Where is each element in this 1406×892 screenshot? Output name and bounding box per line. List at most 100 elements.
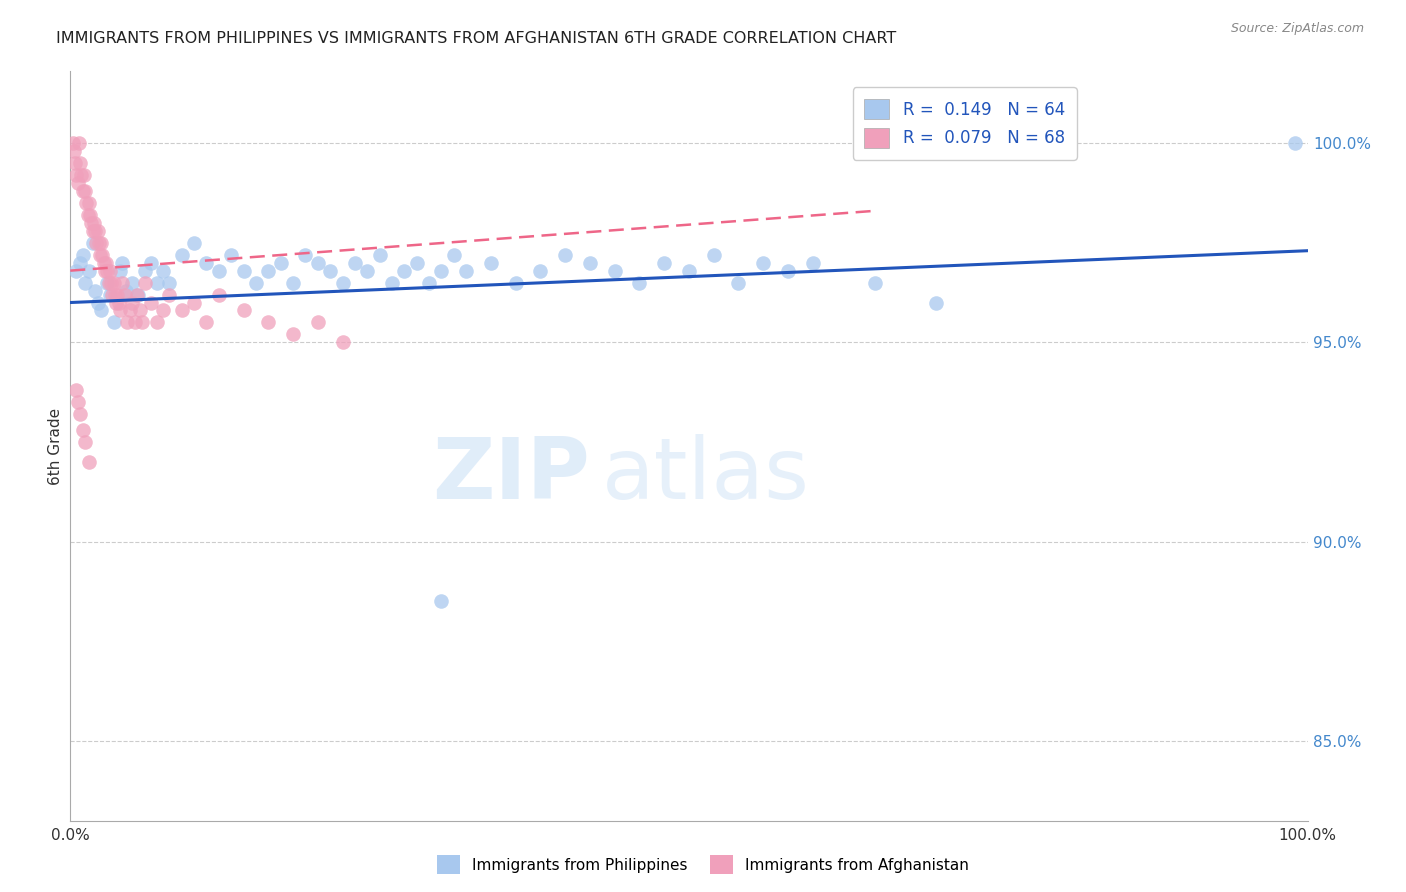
- Point: [170, 303, 193, 318]
- Point: [307, 315, 329, 329]
- Point: [356, 263, 378, 277]
- Point: [111, 255, 134, 269]
- Point: [121, 295, 143, 310]
- Point: [146, 315, 169, 329]
- Point: [727, 276, 749, 290]
- Point: [183, 235, 205, 250]
- Point: [554, 248, 576, 262]
- Point: [368, 248, 391, 262]
- Point: [98, 287, 121, 301]
- Point: [294, 248, 316, 262]
- Point: [65, 263, 87, 277]
- Point: [270, 255, 292, 269]
- Point: [579, 255, 602, 269]
- Text: IMMIGRANTS FROM PHILIPPINES VS IMMIGRANTS FROM AFGHANISTAN 6TH GRADE CORRELATION: IMMIGRANTS FROM PHILIPPINES VS IMMIGRANT…: [56, 31, 897, 46]
- Point: [96, 276, 118, 290]
- Point: [418, 276, 440, 290]
- Point: [443, 248, 465, 262]
- Point: [93, 255, 115, 269]
- Point: [208, 287, 231, 301]
- Point: [75, 195, 97, 210]
- Point: [152, 303, 174, 318]
- Point: [157, 287, 180, 301]
- Point: [863, 276, 886, 290]
- Point: [76, 208, 98, 222]
- Point: [86, 224, 108, 238]
- Point: [146, 276, 169, 290]
- Text: Source: ZipAtlas.com: Source: ZipAtlas.com: [1230, 22, 1364, 36]
- Point: [70, 168, 93, 182]
- Point: [65, 168, 87, 182]
- Point: [703, 248, 725, 262]
- Point: [430, 594, 453, 608]
- Text: atlas: atlas: [602, 434, 810, 517]
- Point: [83, 216, 105, 230]
- Point: [257, 315, 280, 329]
- Point: [131, 315, 153, 329]
- Point: [139, 295, 162, 310]
- Text: ZIP: ZIP: [432, 434, 591, 517]
- Point: [245, 276, 267, 290]
- Point: [69, 156, 91, 170]
- Point: [108, 263, 131, 277]
- Point: [86, 295, 108, 310]
- Point: [505, 276, 527, 290]
- Point: [127, 287, 149, 301]
- Point: [139, 255, 162, 269]
- Point: [72, 248, 94, 262]
- Point: [128, 303, 150, 318]
- Point: [89, 248, 111, 262]
- Point: [104, 287, 127, 301]
- Point: [134, 276, 156, 290]
- Point: [82, 235, 104, 250]
- Point: [152, 263, 174, 277]
- Point: [84, 235, 107, 250]
- Point: [925, 295, 948, 310]
- Point: [529, 263, 551, 277]
- Point: [332, 276, 354, 290]
- Point: [652, 255, 675, 269]
- Point: [84, 224, 107, 238]
- Point: [752, 255, 775, 269]
- Point: [103, 315, 125, 329]
- Point: [87, 235, 110, 250]
- Point: [801, 255, 824, 269]
- Point: [69, 407, 91, 421]
- Point: [678, 263, 700, 277]
- Point: [105, 295, 128, 310]
- Point: [208, 263, 231, 277]
- Point: [101, 287, 124, 301]
- Point: [65, 383, 87, 397]
- Point: [96, 263, 118, 277]
- Point: [108, 303, 131, 318]
- Point: [1284, 136, 1306, 150]
- Point: [66, 395, 89, 409]
- Point: [118, 303, 141, 318]
- Point: [80, 216, 103, 230]
- Point: [96, 255, 118, 269]
- Point: [628, 276, 651, 290]
- Point: [107, 295, 129, 310]
- Point: [82, 224, 104, 238]
- Point: [98, 263, 121, 277]
- Point: [219, 248, 242, 262]
- Point: [100, 276, 122, 290]
- Point: [232, 263, 254, 277]
- Point: [103, 276, 125, 290]
- Point: [69, 255, 91, 269]
- Point: [170, 248, 193, 262]
- Point: [79, 208, 101, 222]
- Point: [257, 263, 280, 277]
- Point: [307, 255, 329, 269]
- Point: [115, 315, 138, 329]
- Point: [94, 263, 117, 277]
- Point: [776, 263, 799, 277]
- Point: [381, 276, 404, 290]
- Point: [405, 255, 427, 269]
- Point: [394, 263, 416, 277]
- Point: [456, 263, 478, 277]
- Point: [195, 315, 218, 329]
- Point: [77, 195, 100, 210]
- Point: [232, 303, 254, 318]
- Point: [124, 315, 146, 329]
